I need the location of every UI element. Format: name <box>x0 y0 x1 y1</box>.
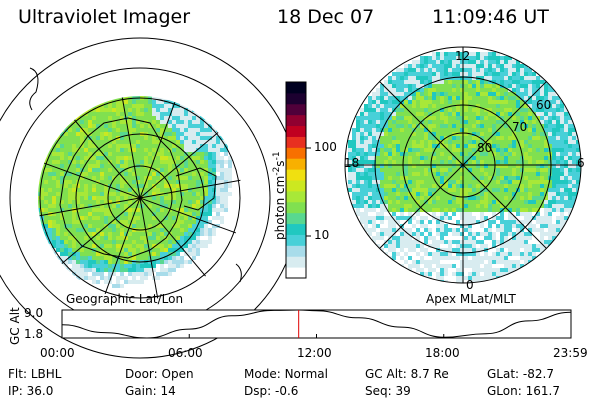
geo-lat-circle <box>107 165 173 231</box>
apex-panel <box>344 46 582 284</box>
colorbar-tick-100: 100 <box>314 140 337 154</box>
date-label: 18 Dec 07 <box>277 6 375 28</box>
colorbar-swatch <box>286 103 306 116</box>
colorbar-swatch <box>286 234 306 246</box>
glat-value: -82.7 <box>522 367 554 381</box>
status-gain: Gain: 14 <box>125 384 176 398</box>
orbit-ytick-9: 9.0 <box>24 306 44 320</box>
status-ip: IP: 36.0 <box>8 384 54 398</box>
colorbar-swatch <box>286 256 306 268</box>
mlt-label-6: 6 <box>577 156 585 170</box>
colorbar-swatch <box>286 223 306 235</box>
orbit-xtick-0600: 06:00 <box>168 346 203 360</box>
colorbar-frame <box>285 81 307 279</box>
mlat-label-80: 80 <box>477 141 493 155</box>
colorbar-unit-label: photon cm-2s-1 <box>272 151 287 240</box>
colorbar-swatch <box>286 92 306 105</box>
mlt-label-18: 18 <box>344 156 360 170</box>
coastline <box>59 117 183 259</box>
status-glon: GLon: 161.7 <box>487 384 560 398</box>
status-dsp: Dsp: -0.6 <box>244 384 299 398</box>
mlat-label-70: 70 <box>512 120 528 134</box>
ip-value: 36.0 <box>26 384 54 398</box>
colorbar-tick-10: 10 <box>314 228 330 242</box>
geo-lat-circle <box>75 133 205 263</box>
door-value: Open <box>161 367 194 381</box>
orbit-strip <box>61 309 572 339</box>
orbit-xtick-2359: 23:59 <box>553 346 588 360</box>
coastline-peninsula <box>175 167 217 211</box>
orbit-ylabel: GC Alt <box>8 307 22 345</box>
unit-sup-s: -1 <box>272 151 282 161</box>
colorbar-swatch <box>286 136 306 148</box>
colorbar-swatch <box>286 158 306 170</box>
colorbar-swatch <box>286 147 306 159</box>
colorbar-swatch <box>286 212 306 225</box>
unit-s: s <box>273 160 287 167</box>
instrument-title: Ultraviolet Imager <box>18 6 191 28</box>
mlat-label-60: 60 <box>536 98 552 112</box>
colorbar-swatch <box>286 114 306 127</box>
apex-mlt-line <box>379 81 547 249</box>
orbit-altitude-line <box>61 309 572 339</box>
coastline-fragment <box>29 67 39 111</box>
orbit-xtick-1800: 18:00 <box>425 346 460 360</box>
colorbar-swatch <box>286 267 306 279</box>
status-seq: Seq: 39 <box>365 384 411 398</box>
status-flt: Flt: LBHL <box>8 367 62 381</box>
orbit-ytick-1.8: 1.8 <box>24 327 44 341</box>
status-gcalt: GC Alt: 8.7 Re <box>365 367 449 381</box>
mode-value: Normal <box>284 367 328 381</box>
apex-caption: Apex MLat/MLT <box>426 292 516 306</box>
gcalt-value: 8.7 Re <box>410 367 449 381</box>
time-label: 11:09:46 UT <box>432 6 549 28</box>
coastline-fragment <box>235 263 242 283</box>
colorbar-swatch <box>286 245 306 257</box>
orbit-frame <box>61 309 572 339</box>
colorbar-swatch <box>286 82 306 94</box>
mlt-label-12: 12 <box>455 49 471 63</box>
glon-value: 161.7 <box>525 384 560 398</box>
status-door: Door: Open <box>125 367 194 381</box>
colorbar-swatch <box>286 201 306 214</box>
unit-photon: photon cm <box>273 175 287 240</box>
gain-value: 14 <box>160 384 176 398</box>
colorbar-swatch <box>286 180 306 192</box>
dsp-value: -0.6 <box>274 384 299 398</box>
geo-caption: Geographic Lat/Lon <box>66 292 184 306</box>
geo-lat-circle <box>39 97 241 299</box>
mlt-label-0: 0 <box>466 278 474 292</box>
geo-meridian <box>111 96 169 300</box>
unit-sup-cm: -2 <box>272 166 282 176</box>
colorbar <box>285 81 311 279</box>
apex-image <box>348 52 581 283</box>
status-glat: GLat: -82.7 <box>487 367 554 381</box>
status-mode: Mode: Normal <box>244 367 328 381</box>
seq-value: 39 <box>395 384 411 398</box>
flt-value: LBHL <box>30 367 62 381</box>
colorbar-swatch <box>286 169 306 181</box>
orbit-xtick-1200: 12:00 <box>297 346 332 360</box>
colorbar-swatch <box>286 190 306 203</box>
orbit-xtick-0000: 00:00 <box>40 346 75 360</box>
colorbar-swatch <box>286 125 306 137</box>
